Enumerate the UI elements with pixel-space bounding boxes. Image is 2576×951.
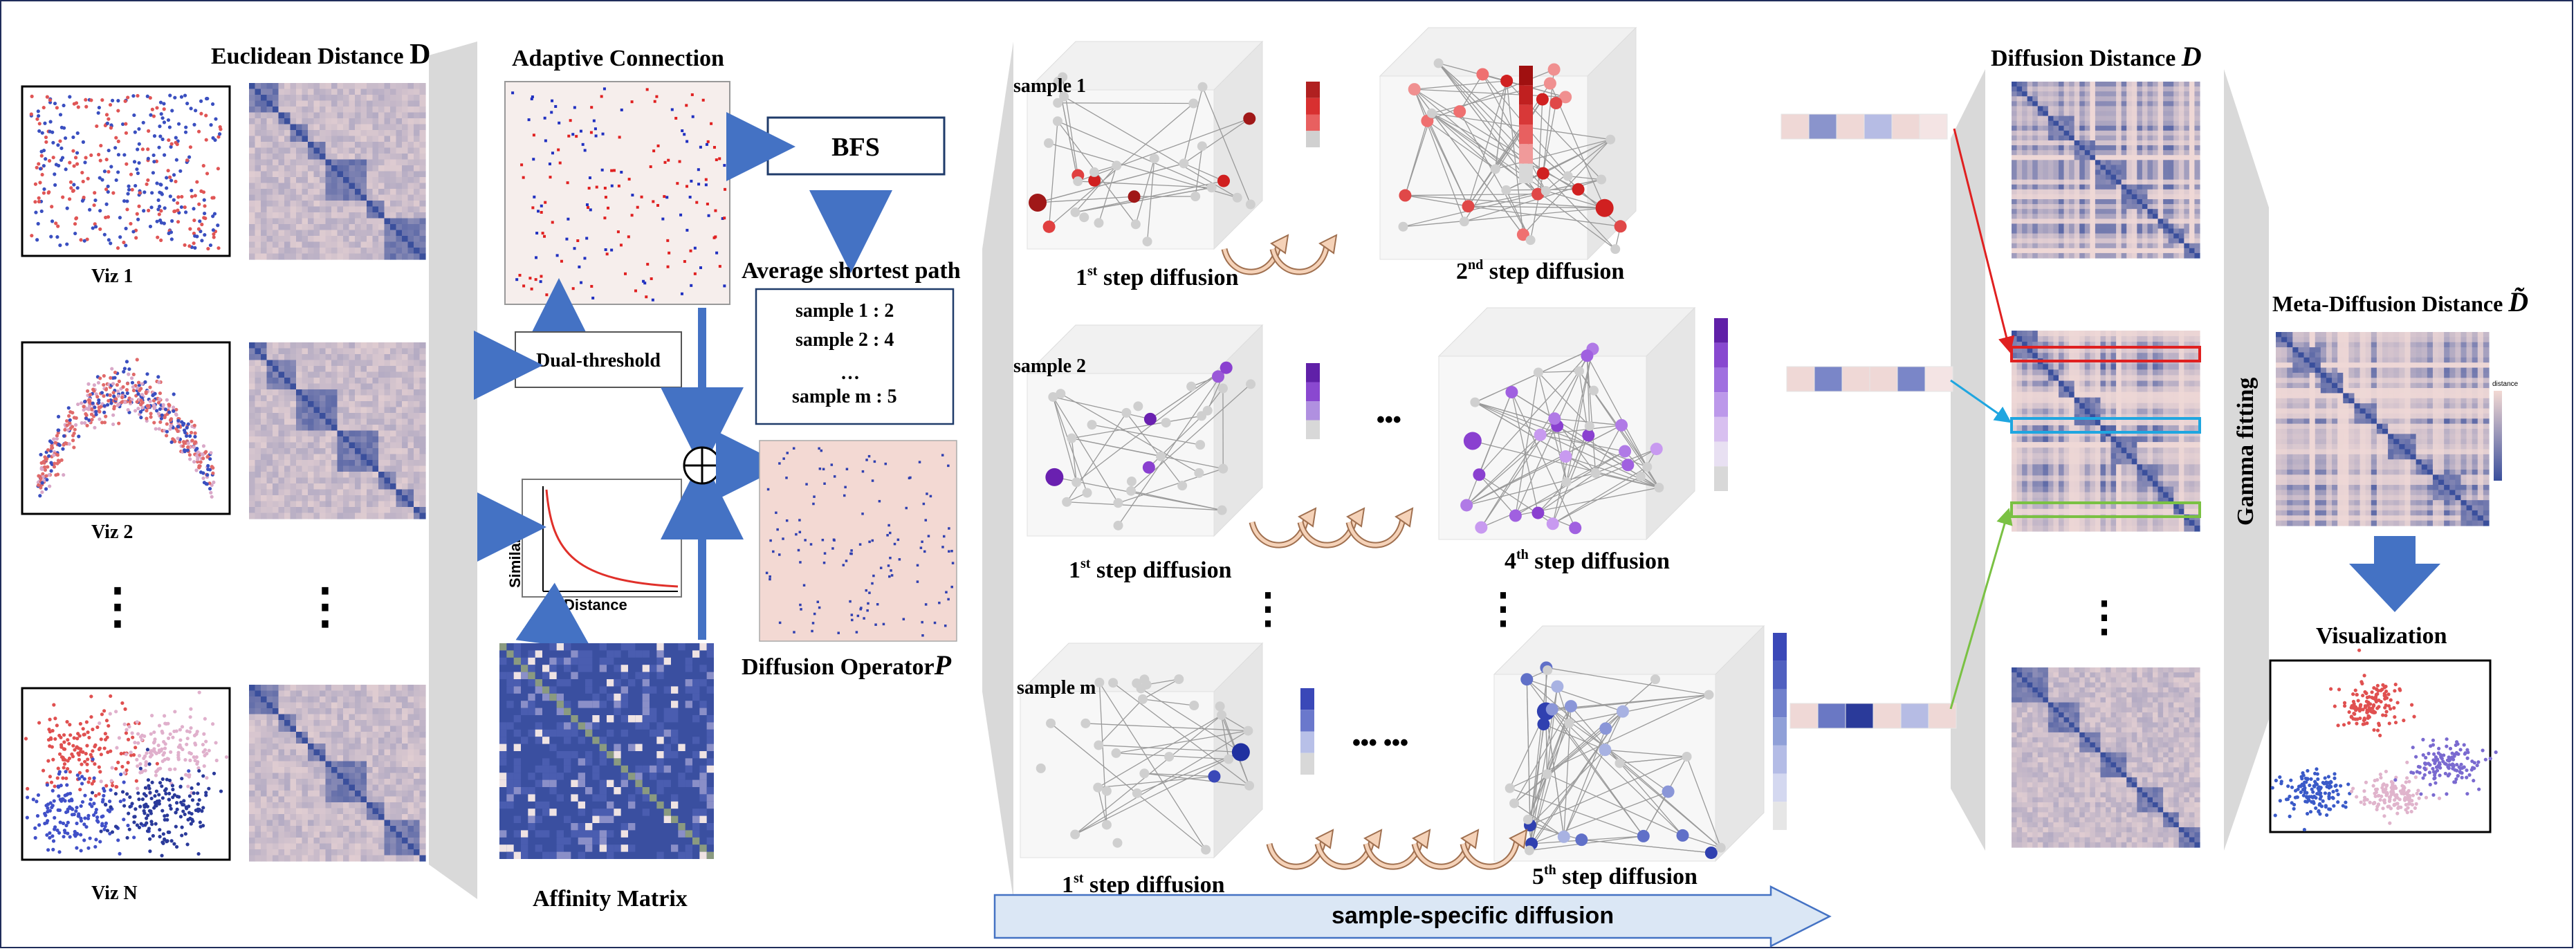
visualization-panel (2269, 659, 2492, 833)
input-section: Euclidean Distance D Viz 1 Viz 2 ⋮ ⋮ Viz… (21, 39, 430, 904)
diffusion-heatmap-1 (2012, 82, 2200, 259)
euclidean-title: Euclidean Distance D (211, 39, 430, 71)
euclidean-heatmap-1 (249, 83, 426, 260)
diffusion-operator-title: Diffusion OperatorP (742, 649, 952, 681)
operator-section: Adaptive Connection BFS Average shortest… (474, 46, 961, 912)
row3-dots: ••• ••• (1352, 730, 1408, 756)
sample-1-label: sample 1 (1013, 75, 1086, 97)
affinity-matrix (499, 643, 714, 859)
euclidean-heatmap-n (249, 685, 426, 862)
distance-vectors (1781, 113, 1957, 729)
meta-colorbar: distance (2492, 380, 2519, 481)
similarity-curve (545, 489, 679, 588)
input-ellipsis-right: ⋮ (301, 580, 349, 634)
diffusion-heatmap-n (2012, 667, 2200, 848)
link-green (1949, 508, 2013, 710)
affinity-title: Affinity Matrix (533, 886, 688, 912)
sample-specific-diffusion-arrow (993, 885, 1832, 948)
diffusion-operator-matrix (759, 440, 957, 642)
step-label-s1-2: 2nd step diffusion (1456, 257, 1624, 284)
arrow-similarity-down (515, 582, 593, 651)
vizN-label: Viz N (91, 883, 138, 904)
diffusion-ellipsis-left: ⋮ (1247, 586, 1289, 631)
viz2-scatter (36, 358, 216, 499)
step-label-s2-1: 1st step diffusion (1069, 556, 1232, 583)
distance-axis-label: Distance (564, 596, 627, 613)
diffusion-graphs (1019, 26, 1787, 862)
diffusion-distance-title: Diffusion Distance D (1991, 41, 2202, 72)
avg-path-box (755, 288, 955, 425)
diffusion-section: sample 1 sample 2 sample m 1st step diff… (993, 26, 1832, 948)
dual-threshold-box (515, 331, 682, 388)
step-label-s2-4: 4th step diffusion (1505, 547, 1670, 574)
link-red (1953, 128, 2015, 353)
avg-path-ellipsis: … (840, 362, 860, 384)
visualization-scatter (2270, 648, 2498, 832)
similarity-plot (522, 479, 682, 598)
bfs-box (766, 116, 946, 176)
output-section: Diffusion Distance D ⋮ Gamma fitting Met… (1781, 41, 2528, 848)
diffusion-operator-dots (765, 447, 955, 637)
viz2-label: Viz 2 (91, 521, 133, 543)
dual-threshold-label: Dual-threshold (536, 350, 661, 371)
sample-2-label: sample 2 (1013, 356, 1086, 377)
visualization-title: Visualization (2316, 623, 2447, 649)
highlight-row-red (2010, 346, 2201, 362)
viz1-scatter (29, 93, 223, 251)
adaptive-connection-matrix (504, 81, 730, 305)
viz1-label: Viz 1 (91, 266, 133, 287)
meta-diffusion-heatmap (2276, 332, 2490, 526)
row2-dots: ••• (1377, 407, 1401, 433)
euclidean-heatmap-2 (249, 342, 426, 519)
visualization-arrow (2349, 536, 2440, 612)
gamma-fitting-label: Gamma fitting (2233, 378, 2258, 526)
bfs-label: BFS (831, 133, 880, 162)
avg-path-sample-m: sample m : 5 (792, 386, 897, 407)
diffusion-swirls (1221, 234, 1528, 870)
separator-funnels (429, 41, 2269, 899)
avg-path-title: Average shortest path (742, 258, 961, 284)
avg-path-sample-2: sample 2 : 4 (795, 329, 894, 351)
adaptive-connection-dots (511, 87, 727, 302)
avg-path-sample-1: sample 1 : 2 (795, 300, 894, 322)
adaptive-connection-title: Adaptive Connection (512, 46, 724, 71)
step-label-sm-1: 1st step diffusion (1062, 871, 1225, 898)
colorbar-label: distance (2492, 380, 2519, 388)
highlight-row-cyan (2010, 417, 2201, 434)
vizN-scatter (24, 690, 229, 858)
link-cyan (1950, 379, 2012, 423)
step-label-s1-1: 1st step diffusion (1076, 264, 1239, 290)
diffusion-ellipsis-right: ⋮ (1482, 586, 1524, 631)
output-ellipsis: ⋮ (2083, 594, 2125, 640)
sample-specific-diffusion-label: sample-specific diffusion (1332, 903, 1614, 929)
step-label-sm-5: 5th step diffusion (1532, 862, 1698, 889)
meta-diffusion-title: Meta-Diffusion Distance D̃ (2272, 286, 2528, 317)
sample-m-label: sample m (1017, 677, 1096, 699)
input-ellipsis-left: ⋮ (93, 580, 142, 634)
